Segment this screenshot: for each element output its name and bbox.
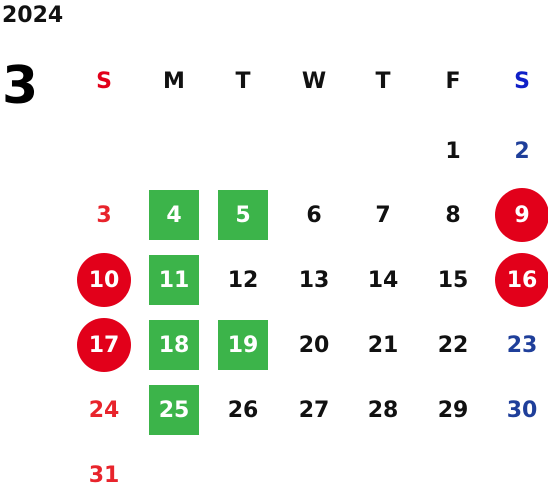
day-cell[interactable]: 3 (96, 202, 112, 228)
weekday-header: S (514, 68, 530, 94)
day-cell[interactable]: 9 (495, 188, 548, 242)
day-cell[interactable]: 1 (445, 138, 461, 164)
day-cell[interactable]: 17 (77, 318, 131, 372)
month-number: 3 (2, 56, 39, 116)
day-cell[interactable]: 25 (149, 385, 199, 435)
day-cell[interactable]: 24 (88, 397, 120, 423)
day-cell[interactable]: 23 (506, 332, 538, 358)
day-cell[interactable]: 16 (495, 253, 548, 307)
day-cell[interactable]: 15 (437, 267, 469, 293)
day-cell[interactable]: 11 (149, 255, 199, 305)
day-cell[interactable]: 19 (218, 320, 268, 370)
day-cell[interactable]: 28 (367, 397, 399, 423)
day-cell[interactable]: 2 (514, 138, 530, 164)
weekday-header: W (301, 68, 327, 94)
day-cell[interactable]: 30 (506, 397, 538, 423)
weekday-header: T (235, 68, 251, 94)
day-cell[interactable]: 22 (437, 332, 469, 358)
day-cell[interactable]: 8 (445, 202, 461, 228)
day-cell[interactable]: 27 (298, 397, 330, 423)
day-cell[interactable]: 13 (298, 267, 330, 293)
year-label: 2024 (2, 3, 64, 28)
day-cell[interactable]: 4 (149, 190, 199, 240)
day-cell[interactable]: 7 (375, 202, 391, 228)
day-cell[interactable]: 12 (227, 267, 259, 293)
weekday-header: M (163, 68, 185, 94)
day-cell[interactable]: 21 (367, 332, 399, 358)
day-cell[interactable]: 31 (88, 462, 120, 488)
weekday-header: S (96, 68, 112, 94)
day-cell[interactable]: 6 (306, 202, 322, 228)
day-cell[interactable]: 20 (298, 332, 330, 358)
day-cell[interactable]: 10 (77, 253, 131, 307)
day-cell[interactable]: 5 (218, 190, 268, 240)
day-cell[interactable]: 18 (149, 320, 199, 370)
weekday-header: T (375, 68, 391, 94)
day-cell[interactable]: 14 (367, 267, 399, 293)
weekday-header: F (445, 68, 461, 94)
day-cell[interactable]: 29 (437, 397, 469, 423)
day-cell[interactable]: 26 (227, 397, 259, 423)
